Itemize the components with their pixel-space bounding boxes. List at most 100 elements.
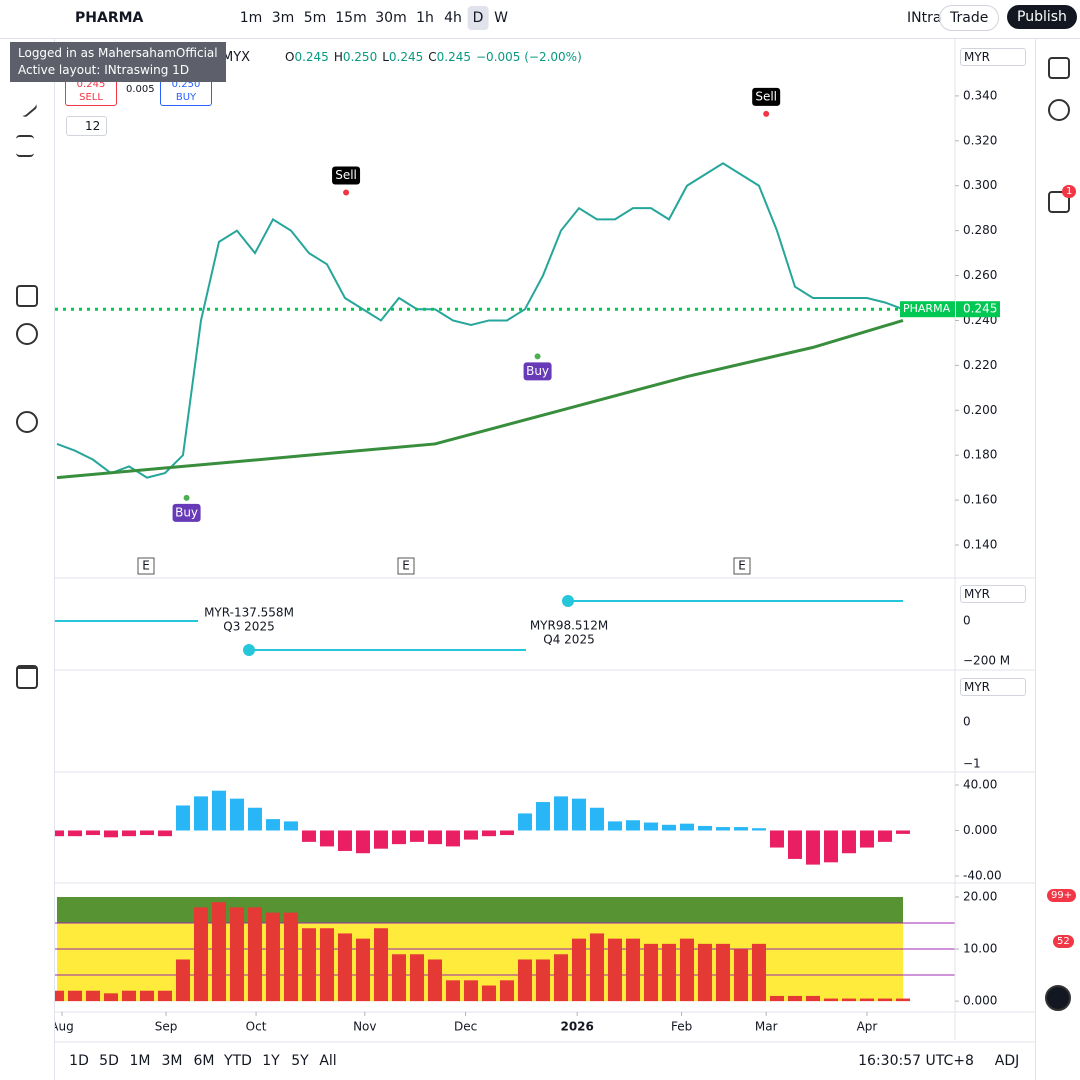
publish[interactable]: Publish: [1007, 5, 1077, 29]
tool[interactable]: [1048, 99, 1070, 121]
adj[interactable]: ADJ: [994, 1053, 1020, 1069]
bar: [157, 830, 172, 837]
bar: [301, 830, 316, 842]
bar: [355, 938, 370, 1002]
bar: [391, 954, 406, 1002]
signal-label: Sell: [755, 89, 777, 103]
bottom-bar: 1D 5D 1M 3M 6M YTD 1Y 5Y All 16:30:57 UT…: [0, 1043, 1035, 1080]
symbol[interactable]: PHARMA: [75, 10, 144, 26]
bar: [121, 830, 136, 837]
currency[interactable]: MYR: [960, 585, 1026, 603]
y-tick-label: 0.220: [963, 358, 997, 372]
exchange: MYX: [222, 50, 251, 65]
bar: [427, 959, 442, 1002]
bar: [157, 990, 172, 1002]
y-tick-label: -40.00: [963, 868, 1002, 882]
x-tick-label: Oct: [246, 1020, 267, 1034]
y-tick-label: −1: [963, 757, 981, 771]
tool[interactable]: [16, 285, 38, 307]
indicators-toggle[interactable]: 12: [66, 116, 108, 136]
range[interactable]: 5D: [99, 1053, 119, 1069]
interval[interactable]: 4h: [444, 10, 462, 26]
tool[interactable]: [1048, 57, 1070, 79]
interval[interactable]: 3m: [271, 10, 295, 26]
bar: [337, 933, 352, 1002]
earn-dot: [243, 644, 255, 656]
interval[interactable]: D: [467, 6, 489, 30]
signal-box: [172, 503, 201, 522]
currency[interactable]: MYR: [960, 48, 1026, 66]
bar: [571, 938, 586, 1002]
bar: [373, 830, 388, 849]
bar: [697, 943, 712, 1002]
interval[interactable]: 30m: [375, 10, 407, 26]
range[interactable]: 5Y: [291, 1053, 309, 1069]
range[interactable]: YTD: [224, 1053, 252, 1069]
range[interactable]: 6M: [193, 1053, 215, 1069]
last-price-box: [956, 301, 1000, 318]
bar: [661, 824, 676, 831]
range[interactable]: 1M: [129, 1053, 151, 1069]
bar: [841, 830, 856, 854]
bar: [859, 998, 874, 1002]
ohlc-value: 0.245: [388, 50, 424, 64]
currency[interactable]: MYR: [960, 678, 1026, 696]
bar: [535, 959, 550, 1002]
ohlc-key: O: [285, 50, 295, 64]
interval[interactable]: 1h: [416, 10, 434, 26]
bar: [265, 912, 280, 1002]
x-tick-label: Feb: [671, 1020, 692, 1034]
earn-dot: [562, 595, 574, 607]
trade[interactable]: Trade: [939, 5, 1000, 31]
tooltip-line: Logged in as MahersahamOfficial: [18, 46, 218, 60]
ohlc: O0.245 H0.250 L0.245 C0.245 −0.005 (−2.00%): [285, 50, 582, 64]
bar: [589, 933, 604, 1002]
bar: [427, 830, 442, 845]
tool[interactable]: [16, 135, 34, 157]
badge: 52: [1053, 935, 1074, 948]
bar: [49, 990, 64, 1002]
range[interactable]: 1D: [69, 1053, 89, 1069]
bar: [85, 830, 100, 836]
bar: [499, 830, 514, 836]
bar: [481, 830, 496, 837]
x-tick-label: 2026: [560, 1020, 593, 1034]
tool[interactable]: [16, 411, 38, 433]
signal-dot: [183, 494, 190, 501]
interval[interactable]: 1m: [239, 10, 263, 26]
bar: [67, 990, 82, 1002]
range[interactable]: 3M: [161, 1053, 183, 1069]
bar: [373, 928, 388, 1002]
tool[interactable]: [16, 323, 38, 345]
range[interactable]: 1Y: [262, 1053, 280, 1069]
interval[interactable]: 15m: [335, 10, 367, 26]
bar: [85, 990, 100, 1002]
y-tick-label: 0.300: [963, 178, 997, 192]
layout[interactable]: INtra: [907, 10, 942, 26]
ohlc-value: 0.245: [294, 50, 329, 64]
bar: [103, 993, 118, 1002]
apps[interactable]: [1045, 985, 1071, 1011]
signal-box: [752, 87, 781, 106]
flag-text: E: [738, 559, 746, 573]
range[interactable]: All: [319, 1053, 337, 1069]
right-toolbar: 1 99+ 52: [1035, 39, 1080, 1080]
last-price-tag: [900, 301, 955, 318]
y-tick-label: 0.180: [963, 448, 997, 462]
series-line: [56, 162, 904, 479]
last-price-symbol: PHARMA: [903, 302, 951, 315]
buy-label: BUY: [175, 92, 197, 103]
interval[interactable]: W: [494, 10, 508, 26]
tool[interactable]: [16, 665, 38, 689]
interval[interactable]: 5m: [303, 10, 327, 26]
earn-quarter: Q3 2025: [223, 620, 274, 634]
bar: [229, 907, 244, 1002]
signal-label: Sell: [335, 168, 357, 182]
x-tick-label: Apr: [857, 1020, 878, 1034]
tool[interactable]: [11, 91, 39, 119]
bar: [877, 830, 892, 842]
change: −0.005 (−2.00%): [476, 50, 582, 64]
tool[interactable]: [1048, 191, 1070, 213]
bar: [643, 943, 658, 1002]
